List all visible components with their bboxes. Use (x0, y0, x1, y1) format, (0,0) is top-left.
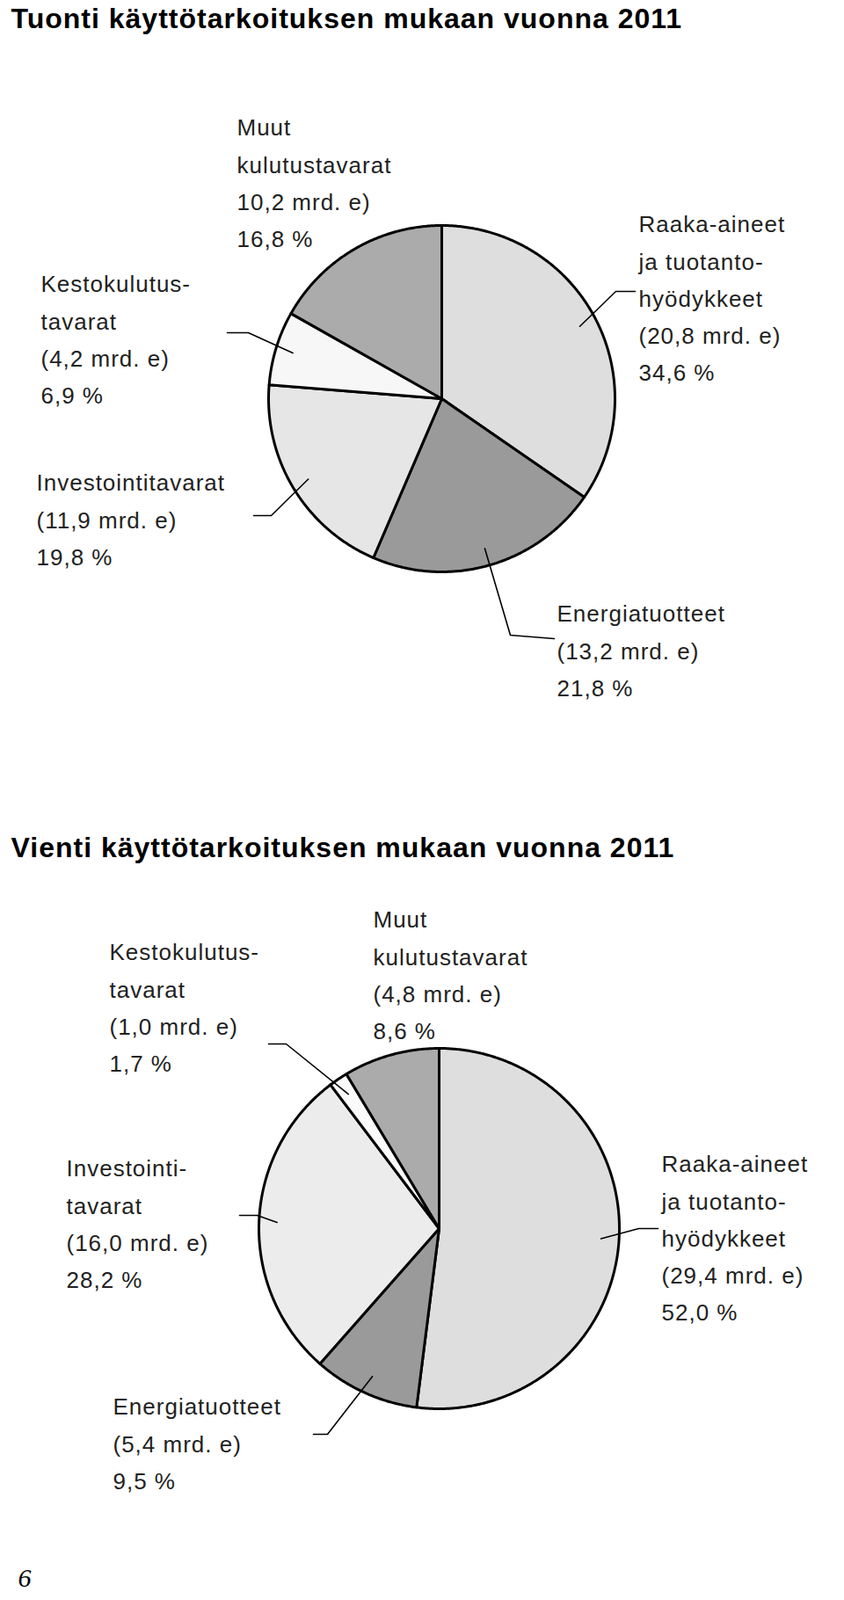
svg-text:Kestokulutus-tavarat(1,0 mrd.: Kestokulutus-tavarat(1,0 mrd. e)1,7 % (109, 938, 261, 1077)
svg-text:Vienti käyttötarkoituksen muka: Vienti käyttötarkoituksen mukaan vuonna … (11, 831, 676, 864)
svg-text:Energiatuotteet(5,4 mrd. e)9,5: Energiatuotteet(5,4 mrd. e)9,5 % (113, 1393, 282, 1494)
svg-text:Kestokulutus-tavarat(4,2 mrd.: Kestokulutus-tavarat(4,2 mrd. e)6,9 % (41, 270, 192, 408)
svg-text:Tuonti käyttötarkoituksen muka: Tuonti käyttötarkoituksen mukaan vuonna … (11, 2, 684, 35)
svg-text:Investointitavarat(11,9 mrd. e: Investointitavarat(11,9 mrd. e)19,8 % (36, 469, 226, 570)
svg-text:Raaka-aineetja tuotanto-hyödyk: Raaka-aineetja tuotanto-hyödykkeet(20,8 … (638, 211, 786, 386)
svg-text:Investointi-tavarat(16,0 mrd.: Investointi-tavarat(16,0 mrd. e)28,2 % (66, 1155, 210, 1293)
svg-text:Energiatuotteet(13,2 mrd. e)21: Energiatuotteet(13,2 mrd. e)21,8 % (557, 600, 726, 701)
svg-text:Muutkulutustavarat(4,8 mrd. e): Muutkulutustavarat(4,8 mrd. e)8,6 % (373, 906, 529, 1044)
svg-text:6: 6 (18, 1563, 33, 1593)
svg-text:Muutkulutustavarat10,2 mrd. e): Muutkulutustavarat10,2 mrd. e)16,8 % (237, 114, 393, 252)
svg-text:Raaka-aineetja tuotanto-hyödyk: Raaka-aineetja tuotanto-hyödykkeet(29,4 … (661, 1150, 809, 1325)
